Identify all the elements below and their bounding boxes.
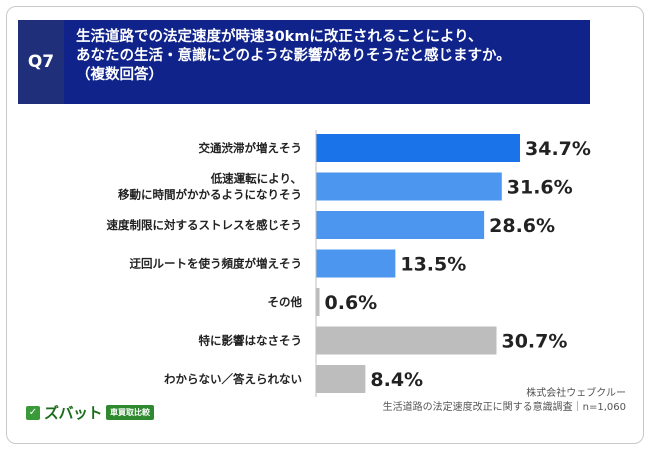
question-text: 生活道路での法定速度が時速30kmに改正されることにより、 あなたの生活・意識に… bbox=[64, 20, 590, 104]
value-label-1: 31.6% bbox=[507, 177, 573, 199]
value-label-4: 0.6% bbox=[325, 292, 378, 314]
question-line-2: あなたの生活・意識にどのような影響がありそうだと感じますか。 bbox=[76, 48, 511, 64]
check-icon: ✓ bbox=[26, 405, 40, 420]
category-label-6-0: わからない／答えられない bbox=[164, 372, 302, 386]
value-label-2: 28.6% bbox=[489, 215, 555, 237]
source-company: 株式会社ウェブクルー bbox=[526, 388, 626, 399]
question-line-1: 生活道路での法定速度が時速30kmに改正されることにより、 bbox=[76, 29, 483, 45]
bar-3 bbox=[316, 249, 396, 278]
brand-logo: ✓ ズバット 車買取比較 bbox=[26, 402, 155, 423]
brand-tag: 車買取比較 bbox=[106, 405, 155, 420]
bar-6 bbox=[316, 365, 366, 393]
question-line-3: （複数回答） bbox=[76, 67, 163, 83]
value-label-5: 30.7% bbox=[501, 331, 567, 353]
category-label-3-0: 迂回ルートを使う頻度が増えそう bbox=[130, 257, 303, 271]
bar-4 bbox=[316, 288, 320, 316]
bar-5 bbox=[316, 326, 497, 355]
source-note: 株式会社ウェブクルー 生活道路の法定速度改正に関する意識調査｜n=1,060 bbox=[383, 387, 626, 415]
bar-1 bbox=[316, 172, 502, 201]
question-number: Q7 bbox=[18, 20, 64, 104]
category-label-2-0: 速度制限に対するストレスを感じそう bbox=[107, 218, 303, 232]
value-label-3: 13.5% bbox=[400, 254, 466, 276]
bar-0 bbox=[316, 134, 520, 162]
category-label-1-1: 移動に時間がかかるようになりそう bbox=[118, 188, 302, 202]
category-label-0-0: 交通渋滞が増えそう bbox=[199, 141, 303, 155]
category-label-1-0: 低速運転により、 bbox=[210, 172, 302, 186]
source-survey: 生活道路の法定速度改正に関する意識調査｜n=1,060 bbox=[382, 402, 626, 413]
brand-name: ズバット bbox=[44, 404, 103, 422]
category-label-4-0: その他 bbox=[268, 295, 303, 309]
category-label-5-0: 特に影響はなさそう bbox=[199, 334, 303, 348]
bar-2 bbox=[316, 211, 485, 239]
question-header: Q7 生活道路での法定速度が時速30kmに改正されることにより、 あなたの生活・… bbox=[18, 20, 590, 104]
value-label-6: 8.4% bbox=[370, 369, 423, 391]
value-label-0: 34.7% bbox=[525, 138, 591, 160]
